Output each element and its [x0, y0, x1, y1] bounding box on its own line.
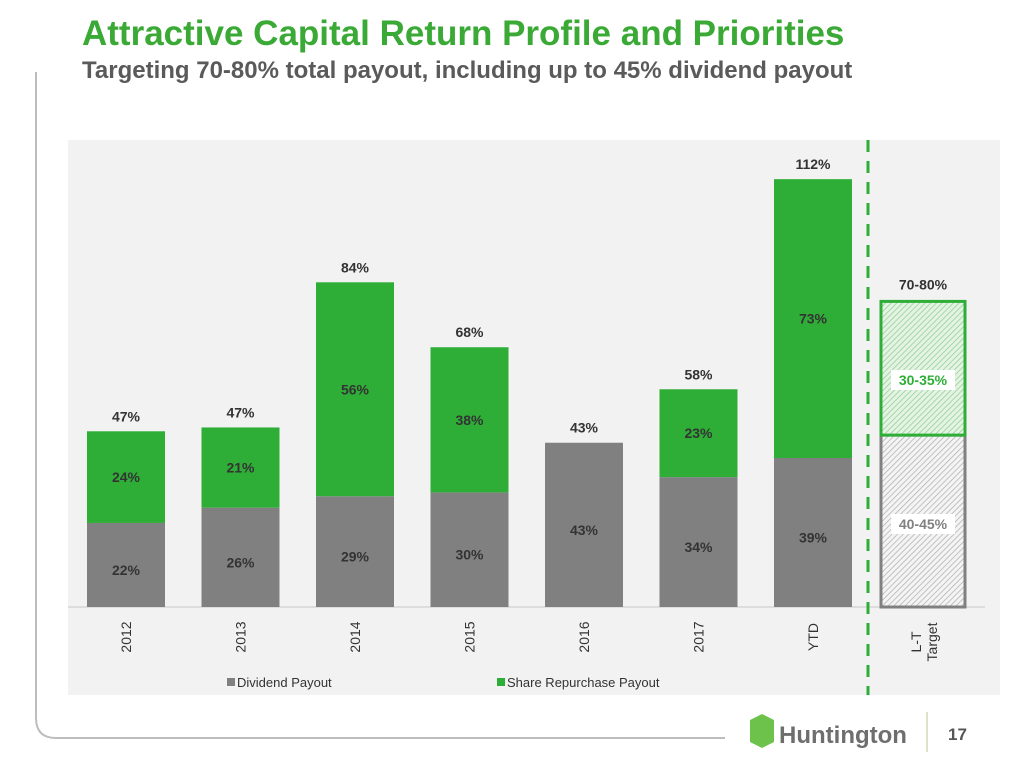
- x-tick-label: L-T: [908, 631, 924, 652]
- dividend-bar: [774, 458, 852, 607]
- target-repurchase-label: 30-35%: [899, 372, 948, 388]
- target-repurchase-bar: [879, 299, 967, 437]
- dividend-bar: [430, 492, 509, 607]
- label-bg: [891, 370, 955, 390]
- x-tick-label: 2013: [233, 621, 249, 652]
- dividend-label: 34%: [684, 539, 713, 555]
- total-label: 43%: [570, 420, 599, 436]
- repurchase-bar: [659, 389, 738, 478]
- target-total-label: 70-80%: [899, 276, 948, 292]
- x-tick-label: 2012: [118, 621, 134, 652]
- x-tick-label: Target: [924, 622, 940, 661]
- repurchase-label: 21%: [226, 460, 255, 476]
- decorative-frame: [35, 72, 725, 739]
- total-label: 58%: [684, 366, 713, 382]
- dividend-bar: [545, 442, 623, 607]
- legend-label: Dividend Payout: [237, 675, 332, 690]
- total-label: 47%: [226, 404, 255, 420]
- label-bg: [891, 514, 955, 534]
- dividend-label: 22%: [112, 562, 141, 578]
- dividend-bar: [201, 507, 280, 607]
- legend-swatch: [227, 678, 235, 686]
- dividend-label: 43%: [570, 522, 599, 538]
- repurchase-label: 56%: [341, 381, 370, 397]
- dividend-bar: [87, 522, 165, 607]
- target-dividend-label: 40-45%: [899, 516, 948, 532]
- total-label: 112%: [795, 156, 831, 172]
- svg-text:Huntington: Huntington: [779, 722, 907, 749]
- page-number: 17: [948, 725, 967, 744]
- x-tick-label: 2014: [347, 621, 363, 652]
- x-tick-label: 2017: [691, 621, 707, 652]
- repurchase-bar: [774, 179, 852, 459]
- repurchase-bar: [316, 282, 394, 497]
- x-tick-label: 2016: [576, 621, 592, 652]
- x-tick-label: 2015: [462, 621, 478, 652]
- repurchase-bar: [430, 347, 509, 493]
- repurchase-bar: [201, 427, 280, 508]
- legend-swatch: [497, 678, 505, 686]
- page-title: Attractive Capital Return Profile and Pr…: [82, 14, 845, 53]
- repurchase-label: 38%: [455, 412, 484, 428]
- page-subtitle: Targeting 70-80% total payout, including…: [82, 57, 853, 84]
- huntington-logo: Huntington: [750, 714, 907, 749]
- total-label: 84%: [341, 259, 370, 275]
- repurchase-bar: [87, 431, 165, 523]
- plot-area: [68, 140, 1000, 695]
- dividend-label: 29%: [341, 549, 370, 565]
- repurchase-label: 23%: [684, 425, 713, 441]
- repurchase-label: 73%: [799, 311, 828, 327]
- total-label: 68%: [455, 324, 484, 340]
- dividend-bar: [659, 477, 738, 607]
- repurchase-label: 24%: [112, 469, 141, 485]
- x-tick-label: YTD: [805, 623, 821, 651]
- dividend-bar: [316, 496, 394, 607]
- total-label: 47%: [112, 408, 141, 424]
- dividend-label: 26%: [226, 554, 255, 570]
- dividend-label: 30%: [455, 547, 484, 563]
- legend-label: Share Repurchase Payout: [507, 675, 660, 690]
- dividend-label: 39%: [799, 530, 828, 546]
